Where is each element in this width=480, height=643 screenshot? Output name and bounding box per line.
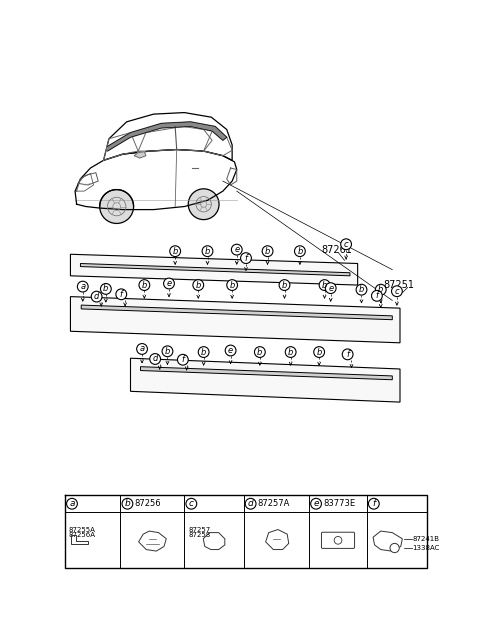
- Circle shape: [390, 543, 399, 552]
- Text: 87257: 87257: [188, 527, 211, 532]
- Circle shape: [279, 280, 290, 291]
- Circle shape: [116, 289, 127, 300]
- Text: e: e: [167, 279, 171, 288]
- Text: a: a: [69, 499, 75, 508]
- Text: 87241B: 87241B: [412, 536, 439, 542]
- Text: b: b: [195, 280, 201, 289]
- Circle shape: [198, 347, 209, 358]
- Circle shape: [325, 283, 336, 294]
- Text: b: b: [165, 347, 170, 356]
- Text: b: b: [288, 348, 293, 357]
- Circle shape: [91, 291, 102, 302]
- Circle shape: [372, 291, 382, 301]
- Polygon shape: [108, 122, 227, 151]
- Text: e: e: [328, 284, 333, 293]
- Text: c: c: [189, 499, 194, 508]
- Text: a: a: [140, 345, 144, 354]
- Polygon shape: [71, 254, 358, 285]
- Text: f: f: [120, 290, 123, 299]
- Text: b: b: [201, 348, 206, 357]
- Polygon shape: [134, 152, 146, 158]
- Text: e: e: [228, 346, 233, 355]
- Text: f: f: [346, 350, 349, 359]
- Circle shape: [341, 239, 351, 249]
- Text: b: b: [297, 247, 302, 256]
- Text: e: e: [313, 499, 319, 508]
- Polygon shape: [71, 296, 400, 343]
- Circle shape: [77, 281, 88, 292]
- Circle shape: [342, 349, 353, 359]
- Circle shape: [100, 284, 111, 294]
- Circle shape: [356, 284, 367, 295]
- Text: c: c: [395, 287, 399, 296]
- Polygon shape: [131, 358, 400, 402]
- Circle shape: [392, 286, 402, 296]
- Circle shape: [193, 280, 204, 291]
- Text: 87258: 87258: [188, 532, 211, 538]
- Text: a: a: [80, 282, 85, 291]
- Circle shape: [150, 354, 160, 365]
- Circle shape: [369, 498, 379, 509]
- Polygon shape: [81, 264, 350, 276]
- Circle shape: [231, 244, 242, 255]
- Text: 87257A: 87257A: [258, 499, 290, 508]
- Text: b: b: [265, 247, 270, 256]
- Text: f: f: [181, 355, 184, 364]
- Text: 87261: 87261: [322, 246, 352, 255]
- Circle shape: [186, 498, 197, 509]
- Circle shape: [262, 246, 273, 257]
- Circle shape: [122, 498, 133, 509]
- Text: 87251: 87251: [383, 280, 414, 290]
- Circle shape: [240, 253, 252, 264]
- Text: 87256A: 87256A: [69, 532, 96, 538]
- Circle shape: [170, 246, 180, 257]
- Circle shape: [295, 246, 305, 257]
- Circle shape: [188, 189, 219, 220]
- Circle shape: [227, 280, 238, 291]
- Text: b: b: [142, 280, 147, 289]
- Text: 87256: 87256: [134, 499, 161, 508]
- Text: b: b: [229, 280, 235, 289]
- Text: b: b: [316, 348, 322, 357]
- Text: d: d: [94, 292, 99, 301]
- Circle shape: [375, 284, 386, 295]
- Text: b: b: [322, 280, 327, 289]
- Circle shape: [100, 190, 133, 224]
- Circle shape: [202, 246, 213, 257]
- Text: f: f: [244, 253, 248, 262]
- Circle shape: [245, 498, 256, 509]
- Text: b: b: [172, 247, 178, 256]
- Text: 87255A: 87255A: [69, 527, 96, 532]
- Circle shape: [162, 346, 173, 357]
- Text: c: c: [344, 240, 348, 249]
- Text: f: f: [372, 499, 375, 508]
- Circle shape: [164, 278, 174, 289]
- Text: e: e: [234, 245, 240, 254]
- Circle shape: [137, 343, 147, 354]
- Text: b: b: [205, 247, 210, 256]
- Circle shape: [311, 498, 322, 509]
- Polygon shape: [141, 367, 392, 380]
- Text: b: b: [378, 285, 384, 294]
- Circle shape: [285, 347, 296, 358]
- Circle shape: [67, 498, 77, 509]
- Text: b: b: [124, 499, 130, 508]
- Text: d: d: [153, 354, 158, 363]
- Text: f: f: [375, 291, 378, 300]
- Text: b: b: [282, 280, 287, 289]
- Circle shape: [139, 280, 150, 291]
- Circle shape: [319, 280, 330, 291]
- Polygon shape: [81, 305, 392, 320]
- Text: d: d: [248, 499, 253, 508]
- Text: b: b: [103, 284, 108, 293]
- Circle shape: [314, 347, 324, 358]
- Text: 83773E: 83773E: [323, 499, 355, 508]
- Text: b: b: [257, 348, 263, 357]
- Text: b: b: [359, 285, 364, 294]
- Circle shape: [254, 347, 265, 358]
- Text: 1338AC: 1338AC: [412, 545, 440, 551]
- Circle shape: [225, 345, 236, 356]
- Circle shape: [178, 354, 188, 365]
